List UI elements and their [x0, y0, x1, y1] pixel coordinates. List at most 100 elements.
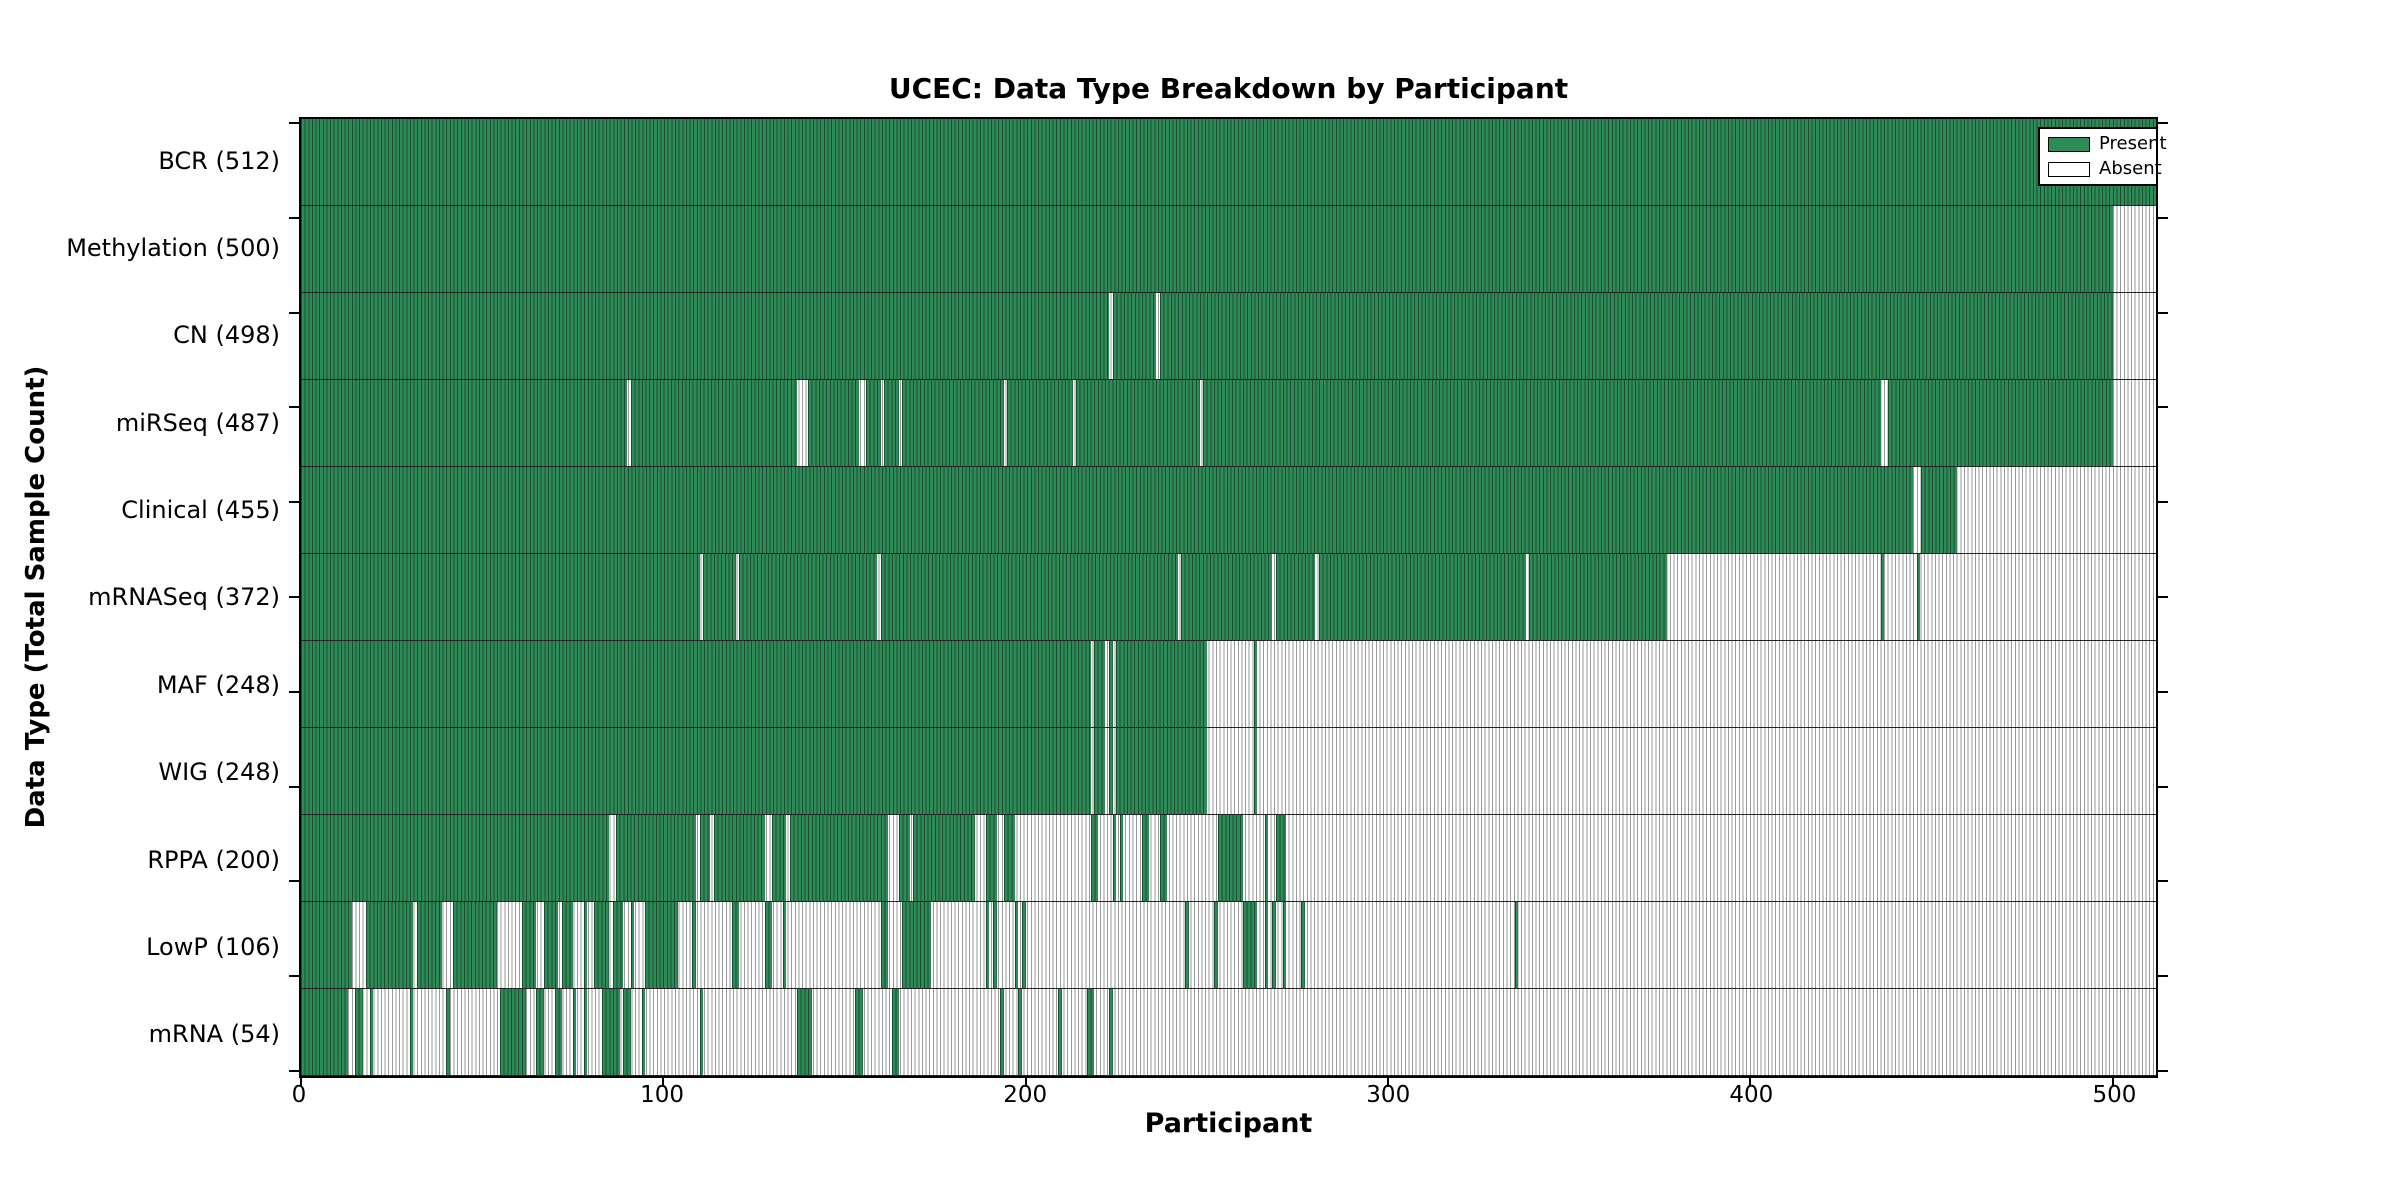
- present-segment: [1529, 554, 1667, 640]
- present-segment: [1058, 989, 1062, 1075]
- row-MAF: [289, 641, 2168, 728]
- present-segment: [630, 902, 635, 988]
- present-segment: [1116, 641, 1207, 727]
- y-tick-mark: [2158, 596, 2168, 598]
- row-miRSeq: [289, 380, 2168, 467]
- present-segment: [797, 989, 812, 1075]
- present-segment: [866, 380, 881, 466]
- x-tick-label: 100: [640, 1082, 685, 1108]
- chart-title: UCEC: Data Type Breakdown by Participant: [888, 72, 1569, 105]
- y-tick-mark: [289, 785, 299, 788]
- x-tick-label: 200: [1003, 1082, 1048, 1108]
- x-axis-label: Participant: [1144, 1108, 1313, 1139]
- present-segment: [1021, 902, 1026, 988]
- y-tick-mark: [289, 216, 299, 219]
- present-segment: [445, 989, 450, 1075]
- x-tick-mark: [1749, 1076, 1752, 1087]
- present-segment: [572, 989, 577, 1075]
- present-segment: [583, 989, 588, 1075]
- present-segment: [601, 989, 620, 1075]
- present-segment: [1920, 467, 1957, 553]
- present-segment: [616, 815, 696, 901]
- present-segment: [366, 902, 414, 988]
- present-segment: [1203, 380, 1881, 466]
- present-segment: [1282, 902, 1287, 988]
- present-segment: [771, 815, 787, 901]
- present-segment: [891, 989, 899, 1075]
- y-tick-mark: [2158, 216, 2168, 219]
- present-segment: [543, 902, 559, 988]
- present-segment: [623, 989, 631, 1075]
- y-tick-mark: [289, 975, 299, 978]
- present-segment: [1094, 641, 1106, 727]
- x-tick-mark: [662, 1076, 665, 1087]
- present-segment: [301, 641, 1091, 727]
- y-tick-label-Methylation: Methylation (500): [66, 234, 280, 263]
- x-tick-mark: [2111, 1076, 2114, 1087]
- y-tick-label-WIG: WIG (248): [158, 758, 280, 787]
- present-segment: [855, 989, 863, 1075]
- present-segment: [500, 989, 526, 1075]
- present-segment: [902, 902, 932, 988]
- present-segment: [301, 380, 628, 466]
- y-tick-mark: [2158, 406, 2168, 409]
- present-segment: [1159, 815, 1167, 901]
- present-segment: [1003, 815, 1015, 901]
- present-segment: [594, 902, 609, 988]
- x-tick-mark: [300, 1076, 302, 1087]
- present-segment: [1000, 989, 1004, 1075]
- present-segment: [703, 554, 736, 640]
- row-WIG: [289, 728, 2168, 815]
- present-segment: [1181, 554, 1272, 640]
- y-tick-label-mRNA: mRNA (54): [148, 1020, 280, 1049]
- present-segment: [1275, 554, 1316, 640]
- present-segment: [301, 815, 609, 901]
- present-segment: [913, 815, 975, 901]
- present-segment: [1242, 902, 1258, 988]
- present-segment: [1253, 728, 1258, 814]
- y-tick-mark: [289, 501, 299, 504]
- y-tick-mark: [2158, 1070, 2168, 1073]
- row-RPPA: [289, 815, 2168, 902]
- present-segment: [1300, 902, 1305, 988]
- present-segment: [1108, 728, 1113, 814]
- present-segment: [1112, 293, 1157, 379]
- y-tick-mark: [289, 880, 299, 883]
- present-segment: [561, 902, 573, 988]
- y-tick-mark: [289, 406, 299, 409]
- y-tick-label-miRSeq: miRSeq (487): [115, 408, 280, 437]
- y-tick-label-Clinical: Clinical (455): [121, 496, 280, 525]
- row-LowP: [289, 902, 2168, 989]
- present-segment: [416, 902, 443, 988]
- present-segment: [902, 380, 1004, 466]
- present-segment: [1141, 815, 1149, 901]
- legend-label: Absent: [2099, 158, 2162, 179]
- present-segment: [554, 989, 562, 1075]
- y-tick-mark: [2158, 501, 2168, 504]
- legend-entry: Absent: [2048, 160, 2162, 178]
- x-tick-label: 300: [1366, 1082, 1411, 1108]
- present-segment: [1271, 902, 1276, 988]
- y-tick-mark: [2158, 690, 2168, 693]
- present-segment: [1076, 380, 1200, 466]
- y-tick-mark: [2158, 880, 2168, 883]
- y-tick-label-RPPA: RPPA (200): [147, 845, 280, 874]
- present-segment: [453, 902, 497, 988]
- present-segment: [301, 902, 352, 988]
- present-segment: [790, 815, 888, 901]
- present-segment: [645, 902, 678, 988]
- y-tick-label-BCR: BCR (512): [158, 146, 280, 175]
- present-segment: [699, 815, 711, 901]
- row-mRNASeq: [289, 554, 2168, 641]
- present-segment: [714, 815, 765, 901]
- present-segment: [301, 293, 1109, 379]
- present-segment: [1018, 989, 1022, 1075]
- present-segment: [1090, 815, 1099, 901]
- present-segment: [884, 380, 899, 466]
- present-segment: [355, 989, 363, 1075]
- present-segment: [301, 467, 1914, 553]
- x-tick-mark: [1386, 1076, 1389, 1087]
- present-segment: [301, 728, 1091, 814]
- legend: Present Absent: [2038, 127, 2167, 186]
- present-segment: [1253, 641, 1258, 727]
